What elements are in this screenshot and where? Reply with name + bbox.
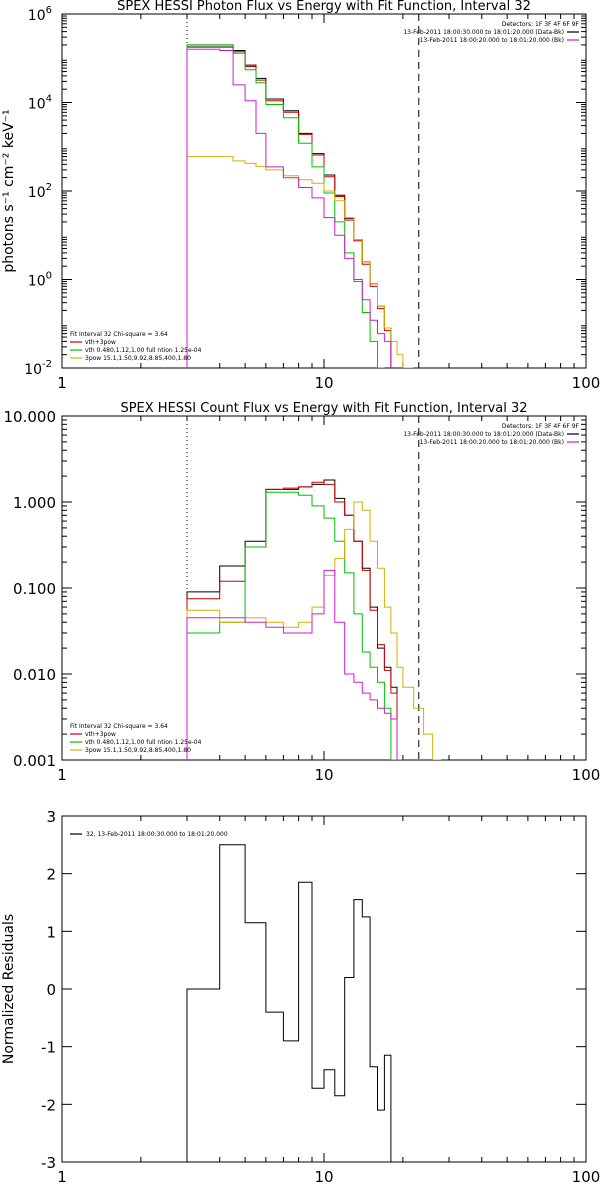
series-line-data-bk xyxy=(186,479,398,760)
series-line-3pow xyxy=(186,501,442,760)
residuals-panel: 1 10 100 -3 -2 -1 0 1 2 3 Normalized Residuals 32, … xyxy=(1,808,600,1186)
y-tick-label: -1 xyxy=(41,1039,56,1057)
legend-header-text: Detectors: 1F 3F 4F 6F 9F xyxy=(502,423,580,430)
series-line-vth xyxy=(186,491,397,760)
legend-entry-text: vth 0.480,1.12,1.00 full ntion 1.25e-04 xyxy=(85,739,202,746)
y-tick-exponent: 6 xyxy=(46,5,52,16)
y-tick-label: 0 xyxy=(46,981,56,999)
y-tick-label: 10-2 xyxy=(24,359,52,378)
legend-entry-text: vth+3pow xyxy=(85,731,116,738)
legend-entry-text: 13-Feb-2011 18:00:30.000 to 18:01:20.000… xyxy=(403,431,564,438)
legend-header-text: Fit Interval 32 Chi-square = 3.64 xyxy=(70,331,168,338)
y-tick-label: 10.000 xyxy=(4,408,57,426)
y-tick-label: 100 xyxy=(28,271,52,290)
legend-entry-text: 13-Feb-2011 18:00:20.000 to 18:01:20.000… xyxy=(420,37,564,44)
series-line-bk xyxy=(186,569,403,760)
plot-frame xyxy=(61,815,587,1163)
series-line-3pow xyxy=(186,156,414,368)
y-tick-label: 0.010 xyxy=(13,666,56,684)
y-tick-base: 10 xyxy=(28,97,46,113)
y-tick-base: 10 xyxy=(24,362,42,378)
legend-entry-text: 13-Feb-2011 18:00:20.000 to 18:01:20.000… xyxy=(420,439,564,446)
y-tick-exponent: 0 xyxy=(46,271,52,282)
series-line-vth xyxy=(186,44,385,368)
x-tick-label: 10 xyxy=(314,1168,333,1186)
y-tick-base: 10 xyxy=(28,274,46,290)
x-tick-label: 10 xyxy=(314,374,333,392)
y-tick-exponent: 4 xyxy=(46,94,52,105)
y-axis-label: Normalized Residuals xyxy=(1,914,17,1064)
x-tick-label: 100 xyxy=(572,766,600,784)
y-tick-exponent: 2 xyxy=(46,182,52,193)
y-axis-label: photons s⁻¹ cm⁻² keV⁻¹ xyxy=(1,109,17,272)
y-tick-label: 3 xyxy=(46,808,56,826)
y-tick-base: 10 xyxy=(28,185,46,201)
x-tick-label: 1 xyxy=(57,766,67,784)
legend-entry-text: vth 0.480,1.12,1.00 full ntion 1.25e-04 xyxy=(85,347,202,354)
y-tick-label: 1.000 xyxy=(13,494,56,512)
series-group xyxy=(186,44,414,368)
series-line-vth-3pow xyxy=(186,44,392,368)
y-tick-exponent: -2 xyxy=(42,359,52,370)
x-tick-label: 1 xyxy=(57,374,67,392)
y-tick-label: 2 xyxy=(46,866,56,884)
x-tick-label: 100 xyxy=(572,374,600,392)
chart-title: SPEX HESSI Photon Flux vs Energy with Fi… xyxy=(117,0,531,14)
legend-header-text: Detectors: 1F 3F 4F 6F 9F xyxy=(502,21,580,28)
legend-entry-text: 32, 13-Feb-2011 18:00:30.000 to 18:01:20… xyxy=(86,831,228,838)
x-tick-label: 10 xyxy=(314,766,333,784)
x-tick-label: 100 xyxy=(572,1168,600,1186)
y-tick-label: -3 xyxy=(41,1154,56,1172)
legend-entry-text: 13-Feb-2011 18:00:30.000 to 18:01:20.000… xyxy=(403,29,564,36)
y-tick-label: 0.100 xyxy=(13,580,56,598)
legend-entry-text: 3pow 15.1,1.50,9.92,8.85,400,1.80 xyxy=(85,355,191,362)
series-line-residuals xyxy=(186,844,392,1162)
y-tick-label: -2 xyxy=(41,1096,56,1114)
series-line-bk xyxy=(186,48,392,368)
legend-entry-text: vth+3pow xyxy=(85,339,116,346)
chart-title: SPEX HESSI Count Flux vs Energy with Fit… xyxy=(120,401,527,416)
legend-entry-text: 3pow 15.1,1.50,9.92,8.85,400,1.80 xyxy=(85,747,191,754)
legend-header-text: Fit Interval 32 Chi-square = 3.64 xyxy=(70,723,168,730)
y-tick-label: 1 xyxy=(46,923,56,941)
y-tick-label: 106 xyxy=(28,5,52,24)
count-flux-panel: 1 10 100 0.001 0.010 0.100 1.000 10.000 SPEX HES… xyxy=(4,401,600,784)
series-line-data-bk xyxy=(186,46,392,368)
series-group xyxy=(186,479,442,760)
y-tick-base: 10 xyxy=(28,8,46,24)
y-tick-label: 102 xyxy=(28,182,52,201)
series-line-vth-3pow xyxy=(186,481,398,760)
series-group xyxy=(186,844,392,1162)
x-tick-label: 1 xyxy=(57,1168,67,1186)
y-tick-label: 104 xyxy=(28,94,52,113)
y-tick-label: 0.001 xyxy=(13,752,56,770)
